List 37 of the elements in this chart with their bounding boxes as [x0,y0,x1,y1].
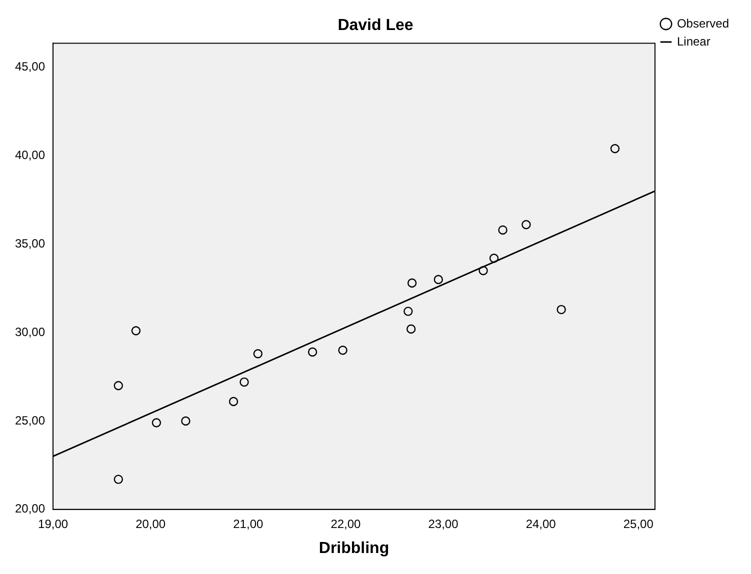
point [308,347,318,357]
point [556,304,566,314]
legend-label: Linear [676,34,710,48]
y-tick-label: 25,00 [15,413,46,428]
x-tick-label: 25,00 [623,516,654,531]
point [522,220,531,230]
x-tick-label: 19,00 [38,516,68,531]
point [478,266,488,276]
point [610,144,620,154]
x-axis-title: Dribbling [318,540,390,557]
x-tick-label: 20,00 [136,516,166,531]
point [114,381,123,390]
y-tick-label: 20,00 [15,502,46,516]
point [131,326,141,336]
point [240,377,249,387]
point [114,474,123,484]
y-tick-label: 40,00 [15,148,46,162]
x-tick-label: 21,00 [233,516,264,531]
point [253,349,263,358]
legend-label: Observed [676,16,730,30]
point [152,418,162,428]
point [338,346,348,355]
point [434,274,443,284]
point [407,278,417,288]
point [181,416,190,426]
y-tick-label: 30,00 [15,324,46,339]
chart-title: David Lee [338,17,414,34]
point [228,396,238,406]
point [498,225,508,235]
point [489,254,499,263]
point [406,324,416,334]
point [404,306,413,316]
y-tick-label: 35,00 [15,236,46,250]
x-tick-label: 22,00 [330,516,362,531]
x-tick-label: 23,00 [428,516,459,531]
x-tick-label: 24,00 [526,516,556,531]
y-tick-label: 45,00 [15,60,46,74]
